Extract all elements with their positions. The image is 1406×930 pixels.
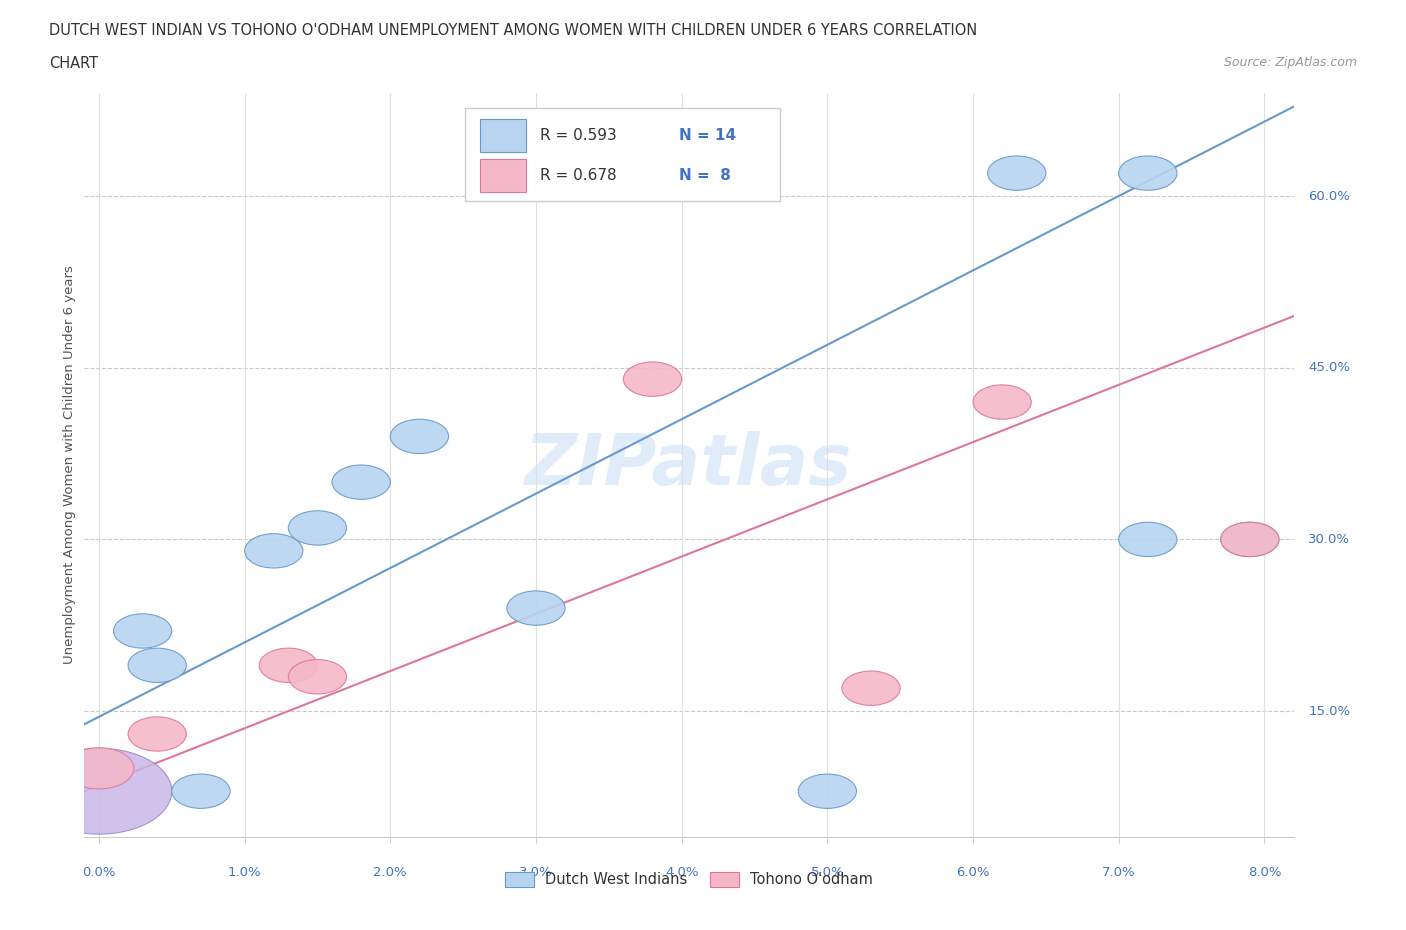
Text: 1.0%: 1.0% (228, 866, 262, 879)
Ellipse shape (259, 648, 318, 683)
Text: CHART: CHART (49, 56, 98, 71)
Y-axis label: Unemployment Among Women with Children Under 6 years: Unemployment Among Women with Children U… (63, 266, 76, 664)
Ellipse shape (973, 385, 1031, 419)
Ellipse shape (288, 659, 347, 694)
Ellipse shape (799, 774, 856, 808)
Ellipse shape (623, 362, 682, 396)
Text: R = 0.678: R = 0.678 (540, 168, 617, 183)
Ellipse shape (506, 591, 565, 625)
Text: 3.0%: 3.0% (519, 866, 553, 879)
Ellipse shape (842, 671, 900, 705)
Ellipse shape (987, 156, 1046, 191)
Legend: Dutch West Indians, Tohono O'odham: Dutch West Indians, Tohono O'odham (499, 866, 879, 893)
Ellipse shape (128, 717, 187, 751)
Ellipse shape (288, 511, 347, 545)
FancyBboxPatch shape (479, 159, 526, 192)
Text: 2.0%: 2.0% (374, 866, 408, 879)
Text: ZIPatlas: ZIPatlas (526, 431, 852, 499)
Ellipse shape (128, 648, 187, 683)
Text: 15.0%: 15.0% (1308, 705, 1350, 718)
Text: DUTCH WEST INDIAN VS TOHONO O'ODHAM UNEMPLOYMENT AMONG WOMEN WITH CHILDREN UNDER: DUTCH WEST INDIAN VS TOHONO O'ODHAM UNEM… (49, 23, 977, 38)
Ellipse shape (1119, 523, 1177, 556)
FancyBboxPatch shape (465, 108, 779, 201)
Ellipse shape (1119, 156, 1177, 191)
Text: 0.0%: 0.0% (82, 866, 115, 879)
Text: 4.0%: 4.0% (665, 866, 699, 879)
Text: 30.0%: 30.0% (1308, 533, 1350, 546)
Text: N =  8: N = 8 (679, 168, 731, 183)
Text: 7.0%: 7.0% (1102, 866, 1136, 879)
Text: 60.0%: 60.0% (1308, 190, 1350, 203)
Ellipse shape (63, 748, 134, 789)
Text: 6.0%: 6.0% (956, 866, 990, 879)
Ellipse shape (391, 419, 449, 454)
Text: 5.0%: 5.0% (810, 866, 844, 879)
Text: 45.0%: 45.0% (1308, 361, 1350, 374)
Ellipse shape (114, 614, 172, 648)
Text: Source: ZipAtlas.com: Source: ZipAtlas.com (1223, 56, 1357, 69)
Ellipse shape (172, 774, 231, 808)
Ellipse shape (245, 534, 302, 568)
Ellipse shape (332, 465, 391, 499)
Text: N = 14: N = 14 (679, 128, 737, 143)
Ellipse shape (27, 749, 172, 834)
Ellipse shape (1220, 523, 1279, 556)
Text: 8.0%: 8.0% (1247, 866, 1281, 879)
Ellipse shape (1220, 523, 1279, 556)
Text: R = 0.593: R = 0.593 (540, 128, 617, 143)
FancyBboxPatch shape (479, 119, 526, 152)
